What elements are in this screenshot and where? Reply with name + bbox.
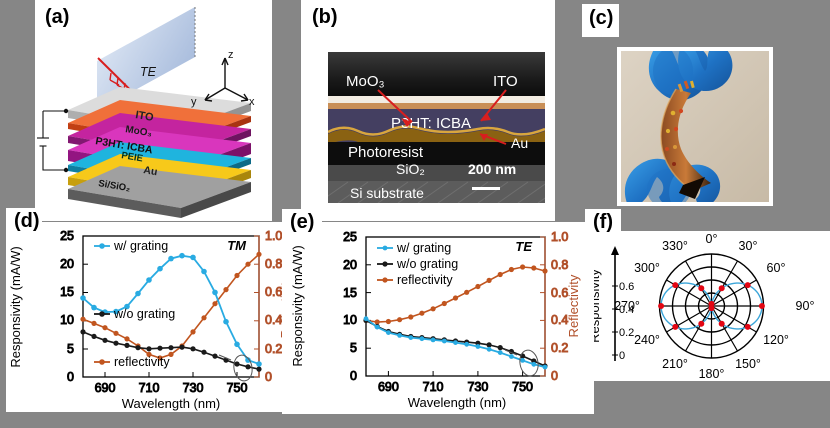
svg-text:0.8: 0.8 (265, 257, 282, 271)
svg-text:0.8: 0.8 (551, 258, 568, 272)
svg-text:210°: 210° (662, 357, 688, 371)
svg-text:0.2: 0.2 (619, 327, 634, 339)
svg-text:0: 0 (551, 369, 558, 383)
svg-text:Au: Au (143, 164, 159, 178)
svg-text:10: 10 (343, 313, 357, 327)
svg-text:30°: 30° (739, 239, 758, 253)
svg-text:0: 0 (265, 370, 272, 384)
svg-text:5: 5 (350, 341, 357, 355)
svg-text:Wavelength (nm): Wavelength (nm) (122, 396, 221, 411)
svg-text:5: 5 (67, 342, 74, 356)
svg-text:TM: TM (227, 238, 247, 253)
svg-text:y: y (191, 96, 197, 108)
svg-text:120°: 120° (763, 333, 789, 347)
svg-text:25: 25 (60, 229, 74, 243)
svg-text:690: 690 (378, 380, 399, 394)
svg-text:0.2: 0.2 (265, 342, 282, 356)
svg-text:180°: 180° (699, 367, 725, 381)
svg-text:0.6: 0.6 (619, 281, 634, 293)
svg-text:1.0: 1.0 (265, 229, 282, 243)
svg-text:w/ grating: w/ grating (396, 241, 451, 255)
svg-text:15: 15 (60, 285, 74, 299)
svg-text:240°: 240° (634, 333, 660, 347)
svg-text:200 nm: 200 nm (468, 161, 516, 177)
svg-text:0.2: 0.2 (551, 341, 568, 355)
svg-text:Responsivity (mA/W): Responsivity (mA/W) (290, 245, 305, 366)
svg-text:x: x (249, 96, 255, 108)
svg-text:710: 710 (139, 381, 160, 395)
svg-text:90°: 90° (796, 299, 815, 313)
svg-text:730: 730 (467, 380, 488, 394)
svg-text:750: 750 (227, 381, 248, 395)
svg-text:w/o grating: w/o grating (396, 257, 458, 271)
svg-text:w/ grating: w/ grating (113, 239, 168, 253)
svg-text:Au: Au (511, 135, 528, 151)
svg-text:Photoresist: Photoresist (348, 144, 424, 161)
svg-text:ITO: ITO (493, 73, 518, 90)
svg-text:Responsivity (mA/W): Responsivity (mA/W) (8, 246, 23, 367)
svg-text:reflectivity: reflectivity (114, 355, 170, 369)
svg-text:1.0: 1.0 (551, 230, 568, 244)
svg-text:270°: 270° (614, 299, 640, 313)
svg-text:730: 730 (183, 381, 204, 395)
svg-text:0: 0 (67, 370, 74, 384)
svg-text:20: 20 (60, 257, 74, 271)
svg-text:330°: 330° (662, 239, 688, 253)
svg-text:60°: 60° (767, 261, 786, 275)
svg-text:300°: 300° (634, 261, 660, 275)
svg-text:690: 690 (95, 381, 116, 395)
svg-text:0°: 0° (706, 232, 718, 246)
svg-text:10: 10 (60, 313, 74, 327)
svg-text:Wavelength (nm): Wavelength (nm) (408, 395, 507, 410)
svg-text:Si substrate: Si substrate (350, 185, 424, 201)
svg-text:750: 750 (512, 380, 533, 394)
svg-text:MoO₃: MoO₃ (346, 73, 385, 90)
svg-text:TE: TE (515, 239, 532, 254)
svg-text:150°: 150° (735, 357, 761, 371)
svg-text:SiO₂: SiO₂ (396, 161, 425, 177)
svg-text:Reflectivity: Reflectivity (566, 274, 581, 337)
svg-text:0: 0 (619, 350, 625, 362)
svg-text:z: z (228, 49, 234, 61)
svg-text:reflectivity: reflectivity (397, 273, 453, 287)
svg-text:P3HT: ICBA: P3HT: ICBA (391, 115, 471, 132)
svg-text:TE: TE (140, 65, 157, 79)
svg-text:710: 710 (423, 380, 444, 394)
svg-text:0: 0 (350, 369, 357, 383)
svg-text:15: 15 (343, 286, 357, 300)
svg-text:25: 25 (343, 230, 357, 244)
svg-text:20: 20 (343, 258, 357, 272)
svg-text:w/o grating: w/o grating (113, 307, 175, 321)
